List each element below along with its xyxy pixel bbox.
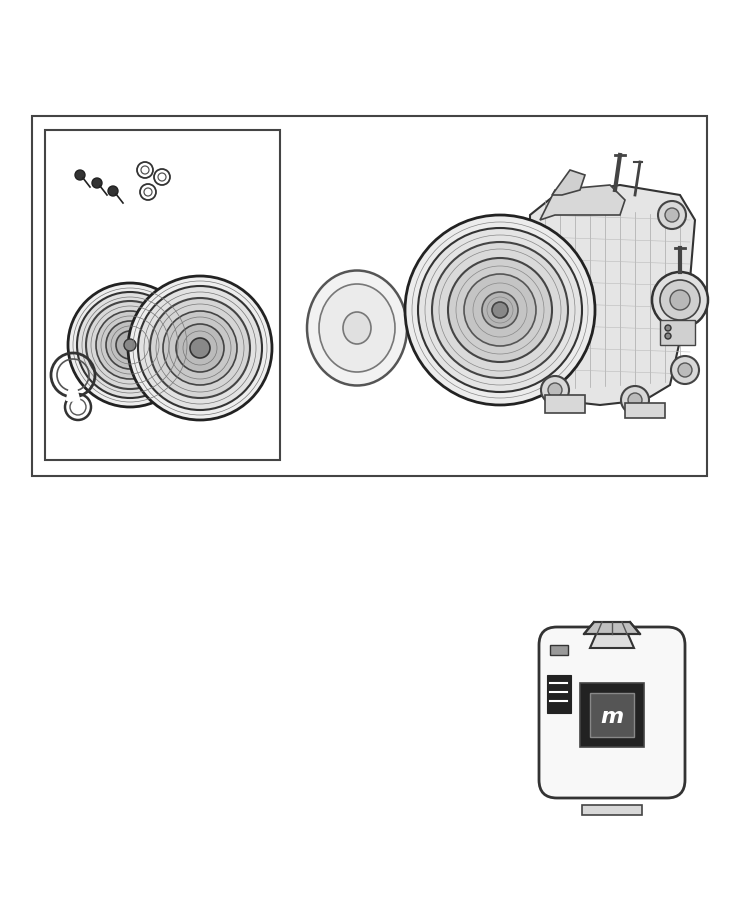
Polygon shape	[552, 170, 585, 195]
Circle shape	[190, 338, 210, 358]
Wedge shape	[66, 387, 80, 401]
Circle shape	[86, 301, 174, 389]
Circle shape	[671, 356, 699, 384]
Bar	[550, 645, 568, 655]
Bar	[552, 653, 566, 667]
Circle shape	[108, 186, 118, 196]
Polygon shape	[584, 622, 640, 634]
Bar	[45, 130, 280, 460]
Bar	[582, 805, 642, 815]
Circle shape	[665, 325, 671, 331]
Circle shape	[154, 169, 170, 185]
Ellipse shape	[307, 271, 407, 385]
Ellipse shape	[319, 284, 395, 372]
Bar	[545, 665, 573, 730]
Polygon shape	[590, 632, 634, 648]
FancyBboxPatch shape	[580, 683, 644, 747]
Circle shape	[150, 298, 250, 398]
Text: m: m	[600, 707, 624, 727]
Circle shape	[652, 272, 708, 328]
Circle shape	[163, 311, 237, 385]
Circle shape	[670, 290, 690, 310]
Circle shape	[464, 274, 536, 346]
Bar	[545, 395, 585, 413]
Circle shape	[106, 321, 154, 369]
FancyBboxPatch shape	[539, 627, 685, 798]
Circle shape	[405, 215, 595, 405]
Circle shape	[138, 286, 262, 410]
Circle shape	[68, 283, 192, 407]
Circle shape	[658, 201, 686, 229]
Circle shape	[75, 170, 85, 180]
Circle shape	[660, 280, 700, 320]
Circle shape	[492, 302, 508, 318]
Circle shape	[144, 188, 152, 196]
Circle shape	[176, 324, 224, 372]
Circle shape	[432, 242, 568, 378]
Circle shape	[137, 162, 153, 178]
Polygon shape	[530, 185, 695, 405]
Bar	[590, 693, 634, 737]
Bar	[660, 320, 695, 345]
Circle shape	[665, 208, 679, 222]
Circle shape	[548, 383, 562, 397]
Bar	[625, 403, 665, 418]
Circle shape	[678, 363, 692, 377]
Circle shape	[448, 258, 552, 362]
Circle shape	[665, 333, 671, 339]
Polygon shape	[540, 185, 625, 220]
Bar	[32, 116, 707, 476]
Circle shape	[482, 292, 518, 328]
Circle shape	[77, 292, 183, 398]
Circle shape	[96, 311, 164, 379]
Circle shape	[418, 228, 582, 392]
Circle shape	[140, 184, 156, 200]
Circle shape	[541, 376, 569, 404]
Circle shape	[116, 331, 144, 359]
Circle shape	[628, 393, 642, 407]
Circle shape	[141, 166, 149, 174]
Circle shape	[124, 339, 136, 351]
Circle shape	[158, 173, 166, 181]
Circle shape	[92, 178, 102, 188]
Bar	[543, 728, 575, 736]
Circle shape	[128, 276, 272, 420]
Ellipse shape	[343, 312, 371, 344]
Bar	[547, 675, 571, 713]
Circle shape	[621, 386, 649, 414]
